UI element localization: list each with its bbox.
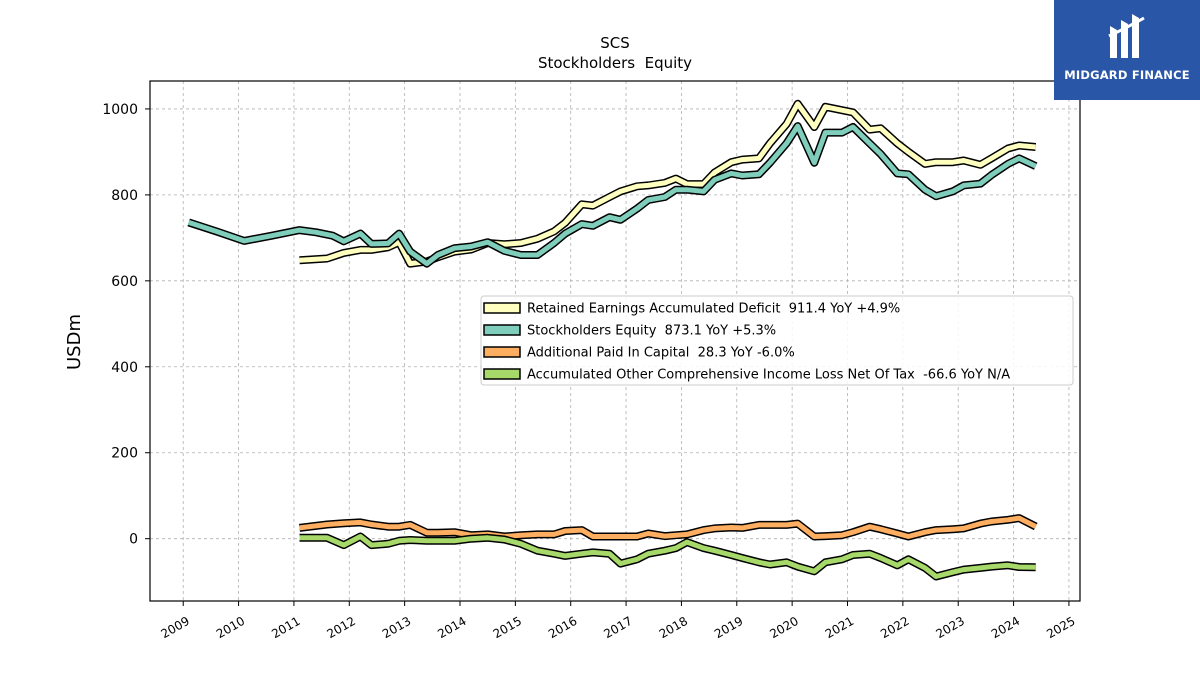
series-4 xyxy=(299,532,1036,581)
legend-swatch xyxy=(483,324,521,336)
y-tick-label: 0 xyxy=(129,532,138,548)
x-tick-label: 2011 xyxy=(269,614,302,641)
series-2 xyxy=(187,122,1038,268)
x-tick-label: 2014 xyxy=(435,614,468,641)
x-tick-label: 2023 xyxy=(933,614,966,641)
series-line xyxy=(187,123,1037,267)
y-tick-label: 400 xyxy=(111,360,138,376)
legend-swatch xyxy=(483,302,521,314)
series-line xyxy=(299,101,1036,267)
series-1 xyxy=(299,99,1037,268)
legend-swatch xyxy=(483,346,521,358)
legend-swatch xyxy=(483,368,521,380)
x-tick-label: 2025 xyxy=(1044,614,1077,641)
x-tick-label: 2013 xyxy=(380,614,413,641)
y-tick-label: 1000 xyxy=(102,102,138,118)
series-line xyxy=(299,534,1036,579)
x-tick-label: 2009 xyxy=(158,614,191,641)
x-tick-label: 2010 xyxy=(214,614,247,641)
y-tick-label: 200 xyxy=(111,446,138,462)
x-tick-label: 2024 xyxy=(989,614,1022,641)
legend-label: Stockholders Equity 873.1 YoY +5.3% xyxy=(527,324,776,339)
legend-label: Accumulated Other Comprehensive Income L… xyxy=(527,368,1010,383)
series-line xyxy=(299,515,1037,539)
x-tick-label: 2016 xyxy=(546,614,579,641)
x-tick-label: 2019 xyxy=(712,614,745,641)
y-tick-label: 800 xyxy=(111,188,138,204)
x-tick-label: 2012 xyxy=(325,614,358,641)
legend-label: Additional Paid In Capital 28.3 YoY -6.0… xyxy=(527,346,795,361)
chart-subtitle: Stockholders Equity xyxy=(538,54,692,72)
y-tick-label: 600 xyxy=(111,274,138,290)
x-tick-label: 2022 xyxy=(878,614,911,641)
logo-text: MIDGARD FINANCE xyxy=(1064,68,1190,82)
y-axis-label: USDm xyxy=(64,314,85,370)
x-tick-label: 2018 xyxy=(657,614,690,641)
legend-label: Retained Earnings Accumulated Deficit 91… xyxy=(527,302,900,317)
x-tick-label: 2017 xyxy=(601,614,634,641)
x-tick-label: 2015 xyxy=(491,614,524,641)
brand-logo: MIDGARD FINANCE xyxy=(1054,0,1200,100)
legend-box xyxy=(480,295,1074,386)
series-group xyxy=(187,99,1038,581)
x-tick-label: 2021 xyxy=(823,614,856,641)
chart-title: SCS xyxy=(600,34,630,52)
series-3 xyxy=(299,514,1038,541)
logo-mark-icon xyxy=(1108,14,1145,58)
plot-frame xyxy=(149,80,1081,602)
axis-ticks: 2009 2010 2011 2012 2013 2014 2015 2016 2017 2018… xyxy=(102,102,1077,641)
x-tick-label: 2020 xyxy=(767,614,800,641)
legend: Retained Earnings Accumulated Deficit 91… xyxy=(480,295,1074,386)
